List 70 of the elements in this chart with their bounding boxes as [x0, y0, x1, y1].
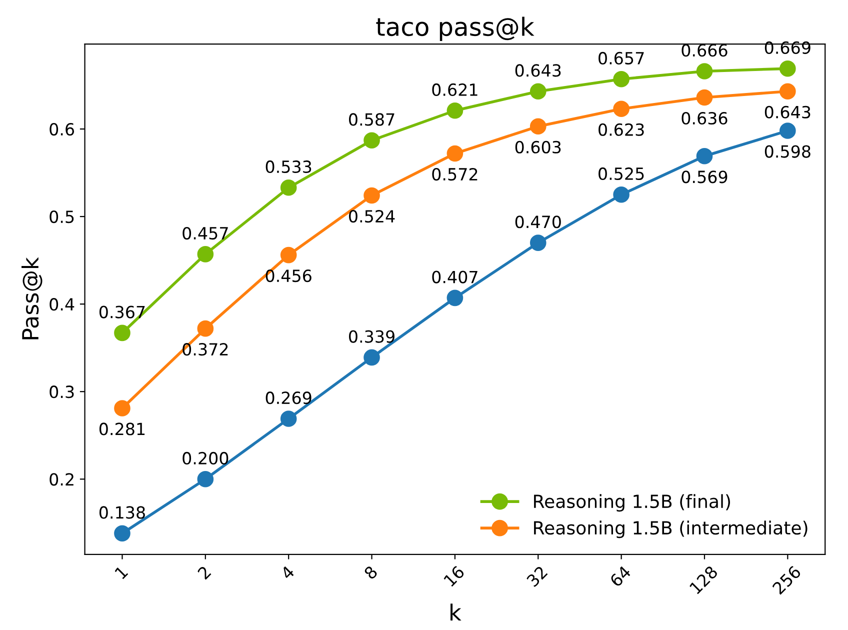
y-tick-label: 0.2 — [50, 473, 74, 486]
legend-label: Reasoning 1.5B (intermediate) — [534, 520, 808, 538]
data-label: 0.587 — [349, 113, 394, 126]
y-tick-label: 0.6 — [50, 122, 74, 136]
point — [114, 324, 130, 342]
point — [613, 70, 630, 88]
point — [280, 246, 297, 264]
data-label: 0.339 — [349, 330, 394, 343]
data-label: 0.569 — [682, 170, 728, 184]
x-tick-label: 8 — [363, 565, 378, 580]
point — [364, 132, 380, 149]
x-tick-label: 64 — [609, 564, 632, 588]
data-label: 0.666 — [682, 44, 728, 57]
y-tick-label: 0.5 — [50, 210, 74, 224]
data-label: 0.407 — [432, 270, 478, 284]
point — [114, 400, 130, 416]
x-tick-label: 1 — [114, 566, 128, 580]
y-tick-label: 0.4 — [50, 298, 74, 311]
data-label: 0.457 — [182, 226, 228, 240]
data-label: 0.657 — [598, 52, 644, 65]
data-label: 0.372 — [182, 343, 228, 356]
point — [364, 349, 380, 366]
x-tick-label: 16 — [443, 565, 466, 587]
data-label: 0.524 — [349, 210, 395, 223]
point — [197, 320, 214, 337]
x-tick-label: 32 — [526, 566, 548, 588]
data-label: 0.281 — [99, 422, 145, 436]
point — [780, 60, 796, 77]
data-label: 0.598 — [764, 145, 810, 158]
legend-label: Reasoning 1.5B (final) — [534, 494, 730, 512]
data-label: 0.643 — [515, 64, 561, 77]
point — [280, 410, 297, 427]
point — [530, 83, 546, 100]
data-label: 0.138 — [99, 506, 145, 519]
point — [364, 187, 380, 204]
x-tick-label: 128 — [689, 565, 718, 594]
data-label: 0.621 — [432, 83, 478, 96]
data-label: 0.636 — [682, 112, 728, 125]
y-axis-title: Pass@k — [22, 257, 42, 340]
data-label: 0.456 — [266, 270, 312, 282]
point — [530, 234, 546, 251]
point — [530, 118, 546, 135]
y-tick-label: 0.3 — [50, 386, 74, 398]
point — [114, 525, 130, 542]
chart-title: taco pass@k — [376, 16, 534, 41]
data-label: 0.623 — [598, 123, 644, 136]
point — [446, 290, 464, 306]
point — [197, 470, 214, 488]
data-label: 0.525 — [598, 167, 644, 180]
x-tick-label: 4 — [280, 565, 295, 580]
data-label: 0.572 — [432, 168, 478, 181]
point — [197, 246, 214, 262]
point — [613, 186, 630, 203]
data-label: 0.533 — [266, 160, 312, 174]
point — [446, 145, 464, 162]
point — [696, 63, 713, 80]
point — [613, 100, 630, 118]
point — [696, 148, 713, 164]
point — [780, 122, 796, 139]
data-label: 0.603 — [515, 140, 561, 154]
point — [446, 102, 464, 119]
point — [780, 83, 796, 100]
x-axis-title: k — [450, 604, 462, 620]
point — [280, 179, 297, 196]
data-label: 0.269 — [266, 392, 312, 404]
data-label: 0.643 — [764, 106, 810, 118]
data-label: 0.470 — [515, 216, 561, 228]
x-tick-label: 2 — [197, 566, 212, 580]
point — [696, 89, 713, 106]
data-label: 0.200 — [182, 452, 228, 465]
